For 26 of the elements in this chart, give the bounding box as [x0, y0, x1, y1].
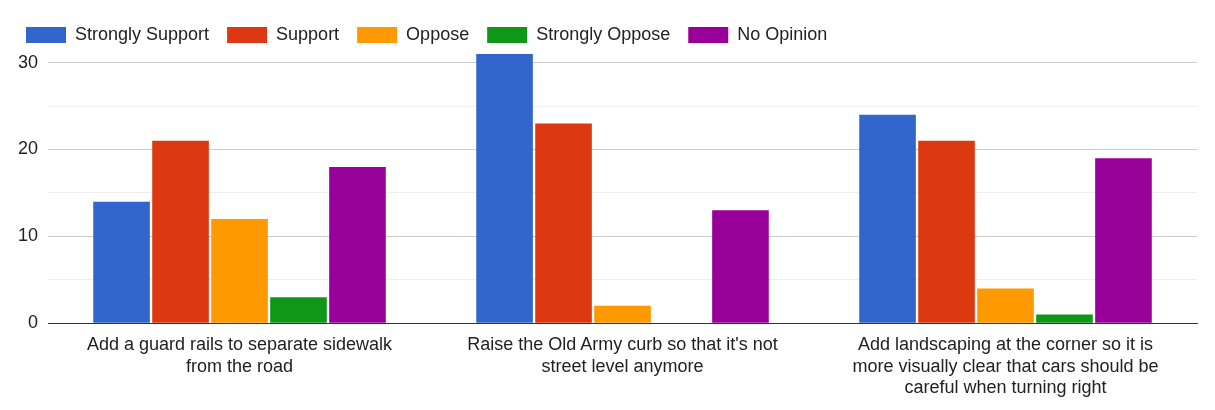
bar — [918, 140, 975, 323]
bar — [270, 297, 327, 323]
legend-label: Strongly Oppose — [536, 23, 671, 44]
bar — [329, 166, 386, 323]
legend-label: Oppose — [406, 23, 470, 44]
x-tick-label: Add landscaping at the corner so it is more visually clear that cars should be careful when turning right — [852, 333, 1159, 398]
bar — [93, 201, 150, 323]
legend-label: Support — [276, 23, 340, 44]
bar — [535, 123, 592, 323]
bar — [712, 210, 769, 323]
bar — [594, 305, 651, 323]
x-tick-label: Raise the Old Army curb so that it's not street level anymore — [467, 333, 778, 376]
x-tick-label: Add a guard rails to separate sidewalk from the road — [86, 333, 394, 376]
y-tick-label: 10 — [17, 225, 39, 246]
bar — [1095, 158, 1152, 323]
y-tick-label: 30 — [17, 51, 39, 72]
y-tick-label: 20 — [17, 138, 39, 159]
y-tick-label: 0 — [28, 312, 39, 333]
bar — [1036, 314, 1093, 323]
bar — [152, 140, 209, 323]
bar — [476, 54, 533, 323]
bar — [859, 114, 916, 323]
legend-label: Strongly Support — [75, 23, 210, 44]
legend-label: No Opinion — [737, 23, 828, 44]
bar — [211, 218, 268, 323]
bar — [977, 288, 1034, 323]
